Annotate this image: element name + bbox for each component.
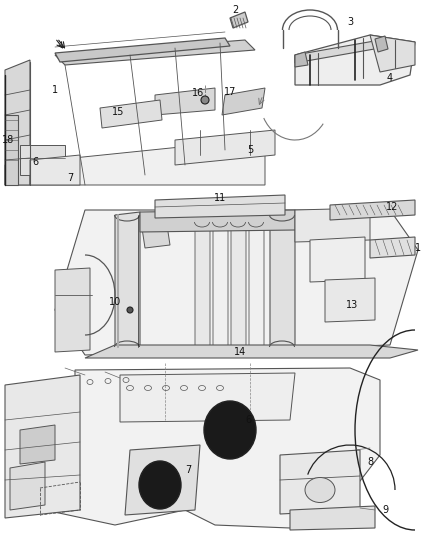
Text: 6: 6 xyxy=(245,415,251,425)
Polygon shape xyxy=(370,237,415,258)
Text: 1: 1 xyxy=(415,243,421,253)
Ellipse shape xyxy=(127,307,133,313)
Polygon shape xyxy=(5,60,30,185)
Polygon shape xyxy=(295,208,370,242)
Polygon shape xyxy=(5,145,265,185)
Text: 10: 10 xyxy=(109,297,121,307)
Polygon shape xyxy=(30,155,80,185)
Polygon shape xyxy=(375,36,388,52)
Polygon shape xyxy=(120,373,295,422)
Polygon shape xyxy=(231,218,246,350)
Polygon shape xyxy=(290,506,375,530)
Polygon shape xyxy=(325,278,375,322)
Text: 8: 8 xyxy=(367,457,373,467)
Polygon shape xyxy=(213,218,228,350)
Polygon shape xyxy=(85,345,418,358)
Text: 11: 11 xyxy=(214,193,226,203)
Ellipse shape xyxy=(201,96,209,104)
Polygon shape xyxy=(55,210,418,355)
Polygon shape xyxy=(310,237,365,282)
Polygon shape xyxy=(370,35,415,72)
Text: 3: 3 xyxy=(347,17,353,27)
Text: 15: 15 xyxy=(112,107,124,117)
Text: 4: 4 xyxy=(387,73,393,83)
Polygon shape xyxy=(10,462,45,510)
Polygon shape xyxy=(270,212,295,348)
Ellipse shape xyxy=(305,478,335,503)
Polygon shape xyxy=(55,268,90,352)
Polygon shape xyxy=(155,88,215,115)
Polygon shape xyxy=(5,115,18,185)
Text: 14: 14 xyxy=(234,347,246,357)
Text: 7: 7 xyxy=(67,173,73,183)
Polygon shape xyxy=(155,195,285,218)
Polygon shape xyxy=(295,35,415,85)
Text: 6: 6 xyxy=(32,157,38,167)
Polygon shape xyxy=(280,450,360,514)
Polygon shape xyxy=(230,12,248,28)
Polygon shape xyxy=(55,38,230,62)
Polygon shape xyxy=(100,100,162,128)
Text: 16: 16 xyxy=(192,88,204,98)
Polygon shape xyxy=(125,445,200,515)
Text: 12: 12 xyxy=(386,202,398,212)
Polygon shape xyxy=(5,375,80,518)
Polygon shape xyxy=(249,218,264,350)
Polygon shape xyxy=(295,52,308,67)
Polygon shape xyxy=(115,212,140,348)
Polygon shape xyxy=(330,200,415,220)
Polygon shape xyxy=(195,218,210,350)
Text: 7: 7 xyxy=(185,465,191,475)
Text: 13: 13 xyxy=(346,300,358,310)
Text: 1: 1 xyxy=(52,85,58,95)
Polygon shape xyxy=(20,145,65,175)
Text: 9: 9 xyxy=(382,505,388,515)
Text: 5: 5 xyxy=(247,145,253,155)
Polygon shape xyxy=(140,212,170,248)
Polygon shape xyxy=(295,40,380,63)
Polygon shape xyxy=(140,210,295,232)
Text: 2: 2 xyxy=(232,5,238,15)
Text: 17: 17 xyxy=(224,87,236,97)
Text: 18: 18 xyxy=(2,135,14,145)
Polygon shape xyxy=(222,88,265,115)
Polygon shape xyxy=(20,425,55,464)
Polygon shape xyxy=(55,40,255,65)
Polygon shape xyxy=(175,130,275,165)
Ellipse shape xyxy=(139,461,181,509)
Polygon shape xyxy=(40,368,380,528)
Ellipse shape xyxy=(204,401,256,459)
